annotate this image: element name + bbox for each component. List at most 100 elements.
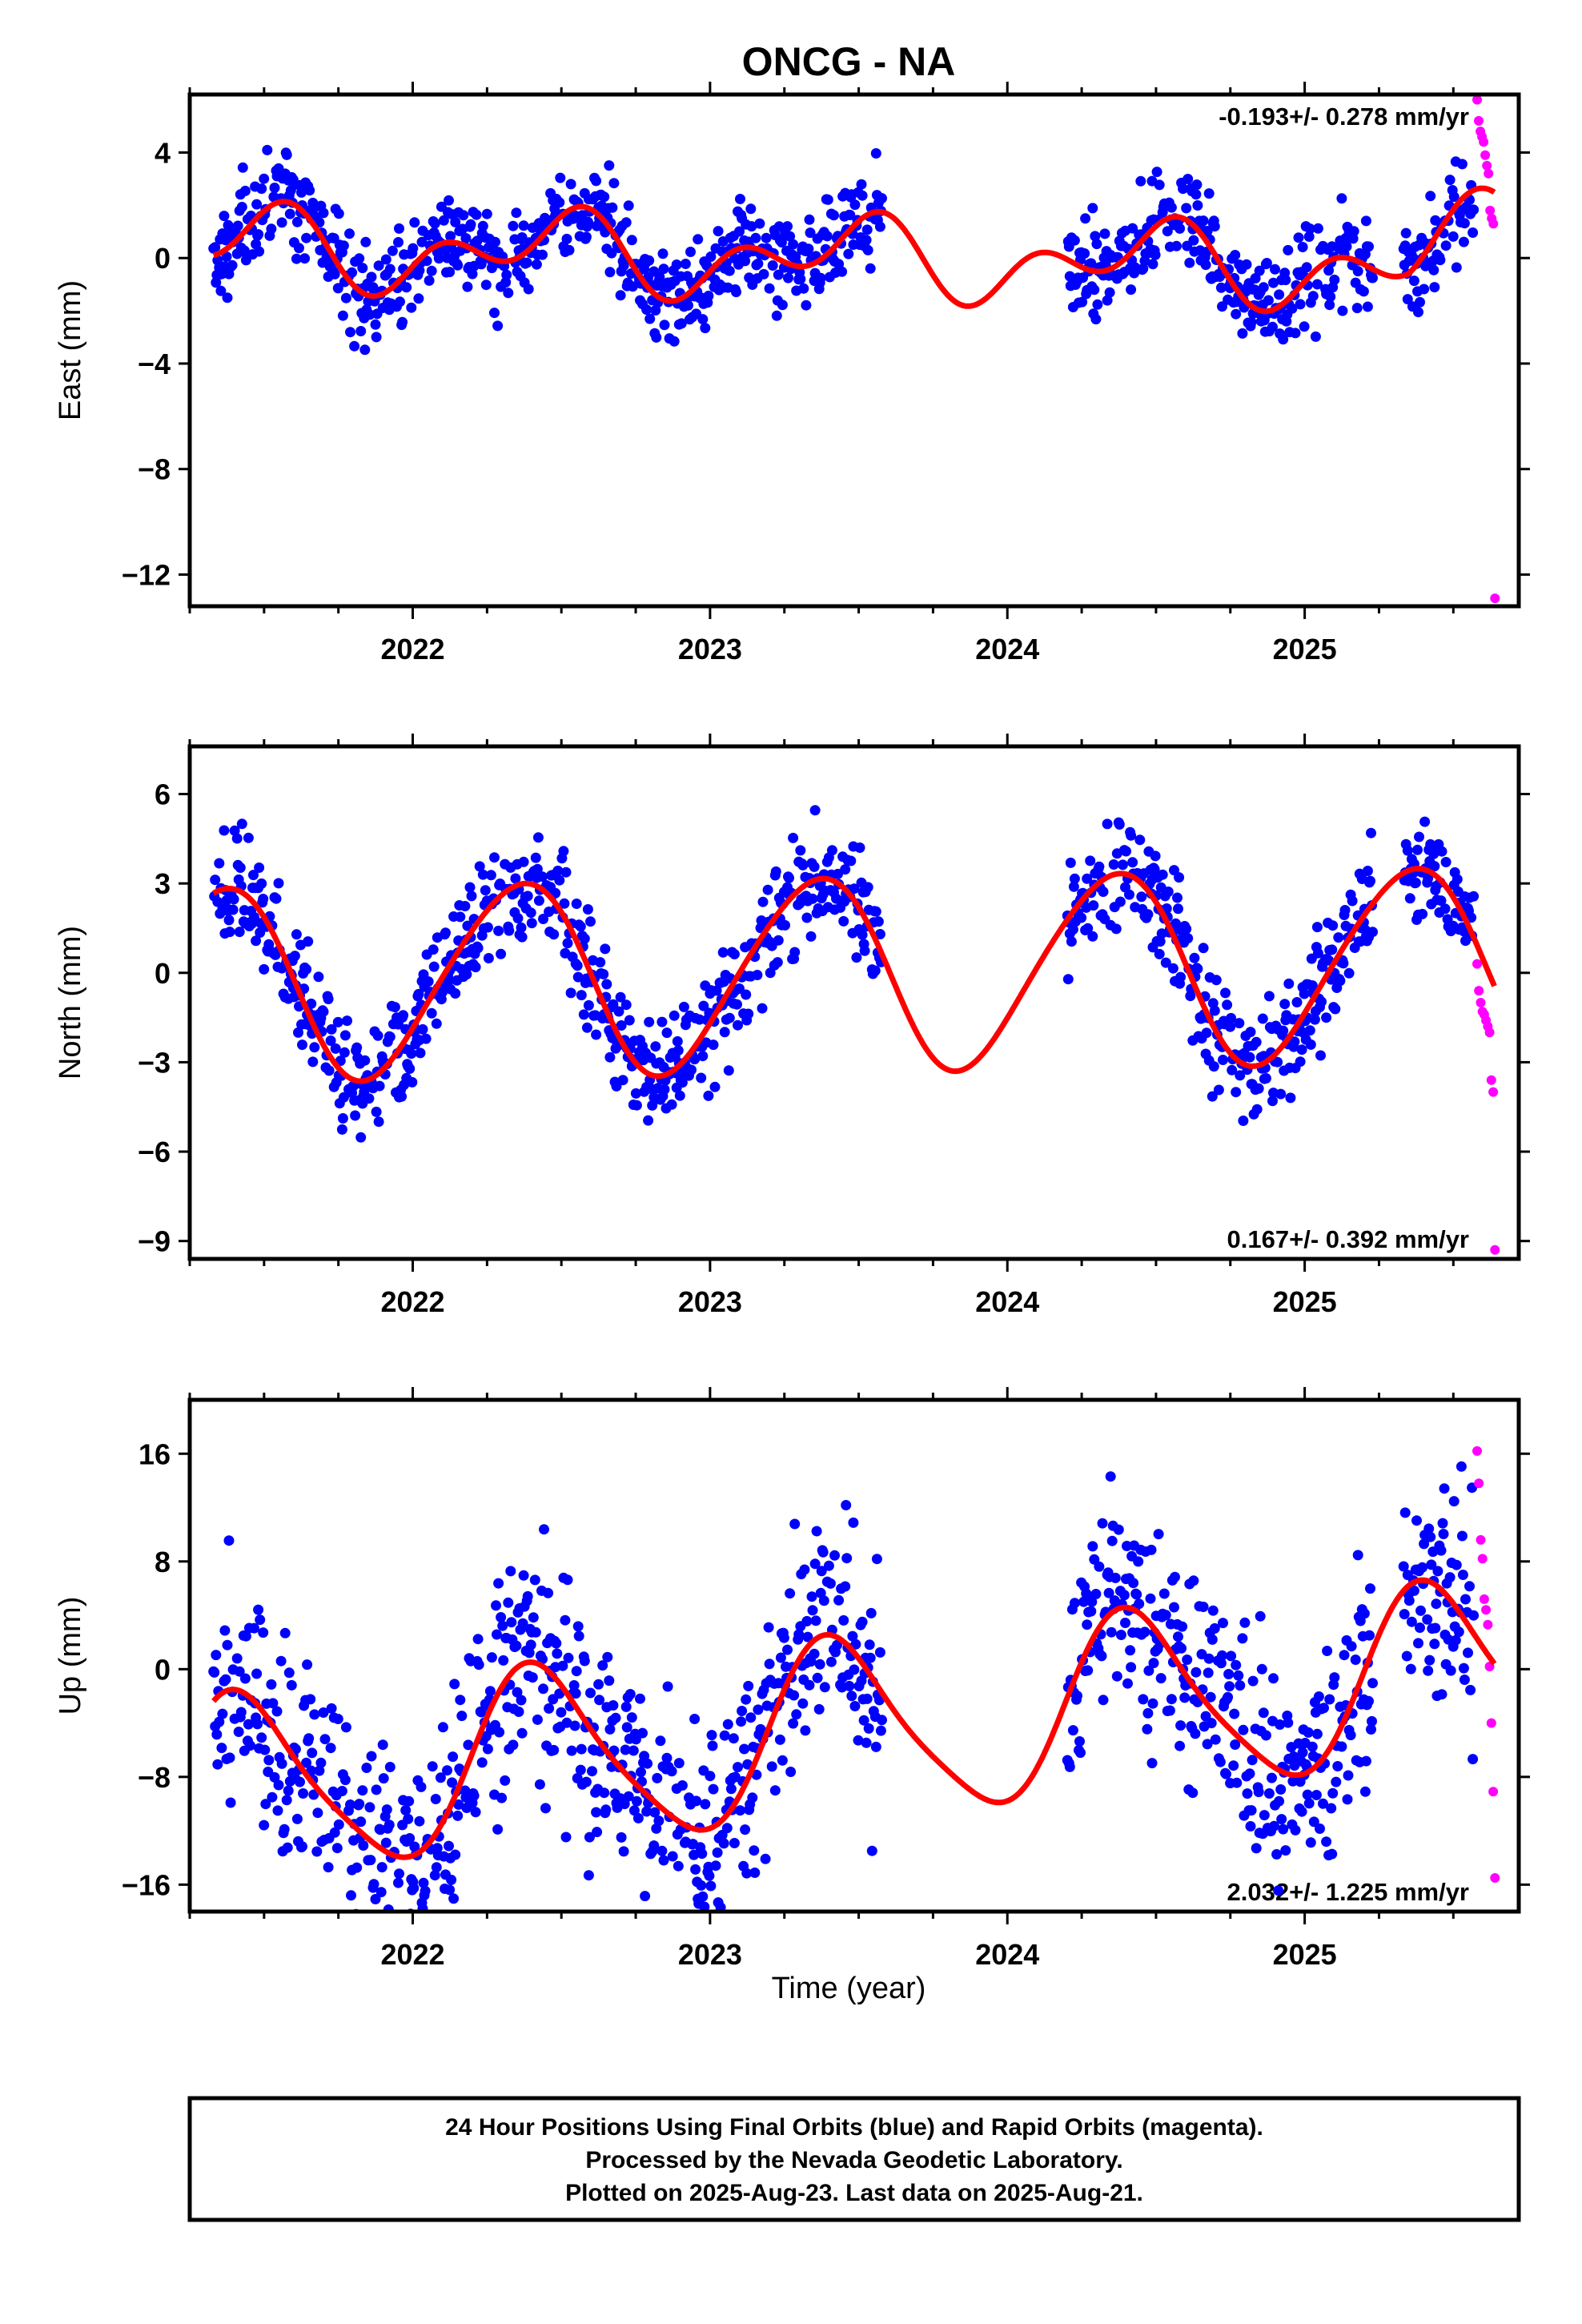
final-orbit-point xyxy=(462,281,473,292)
final-orbit-point xyxy=(1419,1538,1430,1550)
final-orbit-point xyxy=(496,948,507,959)
final-orbit-point xyxy=(426,1007,437,1019)
final-orbit-point xyxy=(671,259,682,270)
final-orbit-point xyxy=(1363,1695,1374,1707)
final-orbit-point xyxy=(1253,1083,1264,1094)
final-orbit-point xyxy=(269,183,280,193)
final-orbit-point xyxy=(1069,873,1080,884)
final-orbit-point xyxy=(448,1893,460,1904)
final-orbit-point xyxy=(1154,179,1165,191)
final-orbit-point xyxy=(1182,933,1194,944)
footer-frame xyxy=(187,2096,1521,2222)
final-orbit-point xyxy=(651,332,662,343)
final-orbit-point xyxy=(336,1124,347,1135)
final-orbit-point xyxy=(516,931,528,943)
final-orbit-point xyxy=(1191,189,1202,200)
final-orbit-point xyxy=(618,1846,629,1857)
final-orbit-point xyxy=(1215,1756,1226,1767)
final-orbit-point xyxy=(296,187,307,198)
final-orbit-point xyxy=(355,1816,367,1827)
final-orbit-point xyxy=(657,248,669,259)
final-orbit-point xyxy=(776,237,787,248)
final-orbit-point xyxy=(600,1804,612,1815)
final-orbit-point xyxy=(1415,296,1425,308)
final-orbit-point xyxy=(485,870,496,881)
final-orbit-point xyxy=(1172,892,1182,903)
final-orbit-point xyxy=(1280,1845,1291,1856)
final-orbit-point xyxy=(847,1630,858,1642)
final-orbit-point xyxy=(512,913,524,924)
final-orbit-point xyxy=(624,1689,636,1699)
final-orbit-point xyxy=(877,1715,887,1726)
final-orbit-point xyxy=(426,265,437,276)
final-orbit-point xyxy=(1412,844,1423,855)
final-orbit-point xyxy=(856,179,867,190)
final-orbit-point xyxy=(359,1955,369,1965)
final-orbit-point xyxy=(1254,265,1265,276)
final-orbit-point xyxy=(1087,1541,1098,1552)
final-orbit-point xyxy=(354,253,365,264)
final-orbit-point xyxy=(833,1594,845,1606)
final-orbit-point xyxy=(313,971,324,983)
rapid-orbit-point xyxy=(1485,205,1496,215)
final-orbit-point xyxy=(754,218,765,229)
final-orbit-point xyxy=(741,1694,752,1705)
final-orbit-point xyxy=(444,1840,454,1852)
final-orbit-point xyxy=(211,1650,222,1661)
final-orbit-point xyxy=(640,1891,651,1902)
final-orbit-point xyxy=(797,859,809,870)
final-orbit-point xyxy=(217,1708,228,1719)
final-orbit-point xyxy=(384,1031,396,1043)
rapid-orbit-point xyxy=(1472,94,1482,105)
final-orbit-point xyxy=(442,1765,452,1776)
final-orbit-point xyxy=(678,1001,689,1012)
final-orbit-point xyxy=(271,1706,283,1717)
final-orbit-point xyxy=(556,1707,567,1718)
panel-north: North (mm) 0.167+/- 0.392 mm/yr 6 3 0 −3 −6 −… xyxy=(54,734,1530,1318)
final-orbit-point xyxy=(532,832,544,843)
final-orbit-point xyxy=(669,1010,680,1021)
footer-box: 24 Hour Positions Using Final Orbits (bl… xyxy=(187,2096,1521,2222)
final-orbit-point xyxy=(460,901,471,911)
final-orbit-point xyxy=(802,1631,813,1642)
final-orbit-point xyxy=(530,1626,541,1638)
final-orbit-point xyxy=(273,1779,284,1791)
final-orbit-point xyxy=(846,1691,857,1702)
final-orbit-point xyxy=(849,1664,860,1675)
final-orbit-point xyxy=(1459,1675,1470,1685)
final-orbit-point xyxy=(347,267,358,278)
final-orbit-point xyxy=(1366,1724,1376,1735)
final-orbit-point xyxy=(260,1799,271,1810)
final-orbit-point xyxy=(286,1679,297,1691)
final-orbit-point xyxy=(1169,1602,1179,1613)
final-orbit-point xyxy=(1468,204,1480,215)
final-orbit-point xyxy=(749,1845,760,1856)
final-orbit-point xyxy=(1239,1617,1251,1628)
final-orbit-point xyxy=(253,1604,264,1615)
final-orbit-point xyxy=(272,1805,283,1816)
model-fit-curve-north xyxy=(211,866,1497,1084)
final-orbit-point xyxy=(628,1745,639,1756)
final-orbit-point xyxy=(273,878,284,889)
final-orbit-point xyxy=(708,1783,719,1795)
final-orbit-point xyxy=(769,1785,781,1796)
final-orbit-point xyxy=(472,1634,484,1645)
final-orbit-point xyxy=(293,1027,303,1038)
final-orbit-point xyxy=(1251,1036,1262,1047)
final-orbit-point xyxy=(307,1056,319,1068)
final-orbit-point xyxy=(523,283,534,295)
final-orbit-point xyxy=(1318,1798,1328,1809)
final-orbit-point xyxy=(234,927,245,938)
final-orbit-point xyxy=(806,1591,817,1602)
final-orbit-point xyxy=(1218,1618,1228,1629)
final-orbit-point xyxy=(1255,1610,1266,1622)
final-orbit-point xyxy=(606,247,617,259)
final-orbit-point xyxy=(1080,213,1091,224)
final-orbit-point xyxy=(697,314,709,325)
final-orbit-point xyxy=(1268,277,1279,288)
final-orbit-point xyxy=(865,263,876,274)
final-orbit-point xyxy=(782,221,793,232)
final-orbit-point xyxy=(752,970,763,980)
final-orbit-point xyxy=(1166,1694,1177,1705)
final-orbit-point xyxy=(1136,891,1147,903)
